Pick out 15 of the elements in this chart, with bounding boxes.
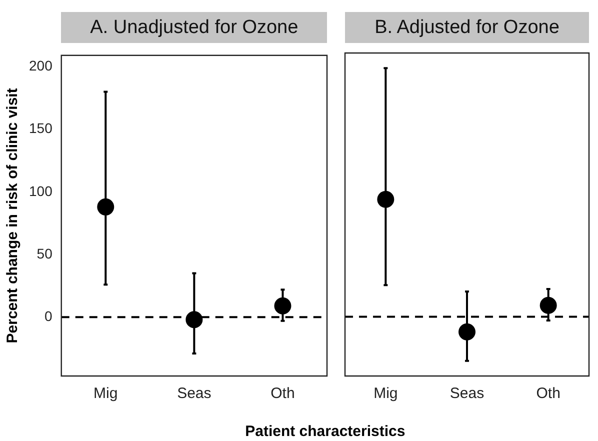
y-tick-label: 0 xyxy=(44,308,53,324)
x-tick-label: Seas xyxy=(177,385,212,402)
x-tick-label: Oth xyxy=(536,385,560,402)
chart-title: B. Adjusted for Ozone xyxy=(345,12,589,43)
chart-title: A. Unadjusted for Ozone xyxy=(61,12,327,43)
y-tick-label: 150 xyxy=(29,120,53,136)
x-tick-label: Oth xyxy=(270,385,295,402)
y-tick-label: 100 xyxy=(29,182,53,199)
y-axis-title: Percent change in risk of clinic visit xyxy=(4,88,22,344)
y-tick-label: 200 xyxy=(29,58,53,74)
x-tick-label: Mig xyxy=(374,385,398,402)
x-axis-title: Patient characteristics xyxy=(244,423,406,440)
y-tick-label: 50 xyxy=(36,245,53,262)
x-tick-label: Mig xyxy=(94,385,118,402)
x-tick-label: Seas xyxy=(450,385,484,402)
